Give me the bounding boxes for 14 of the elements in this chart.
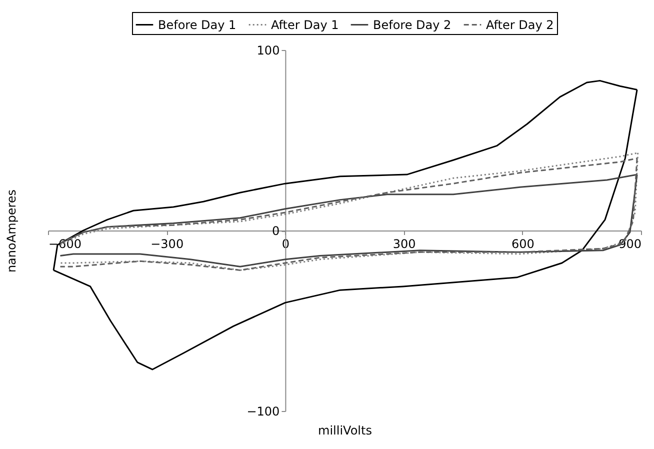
legend-label: After Day 2 — [486, 18, 554, 32]
x-tick-label: −300 — [150, 237, 184, 251]
y-tick-label: 100 — [256, 44, 280, 58]
y-tick-label: −100 — [246, 404, 280, 418]
legend-label: Before Day 1 — [158, 18, 236, 32]
legend-label: Before Day 2 — [373, 18, 452, 32]
x-tick-label: 0 — [282, 237, 290, 251]
x-tick-label: 900 — [618, 237, 642, 251]
y-tick-label: 0 — [272, 224, 280, 238]
x-tick-label: 300 — [392, 237, 416, 251]
x-axis-title: milliVolts — [318, 424, 372, 438]
y-axis-title: nanoAmperes — [4, 189, 18, 273]
x-tick-label: 600 — [511, 237, 534, 251]
legend-label: After Day 1 — [271, 18, 339, 32]
